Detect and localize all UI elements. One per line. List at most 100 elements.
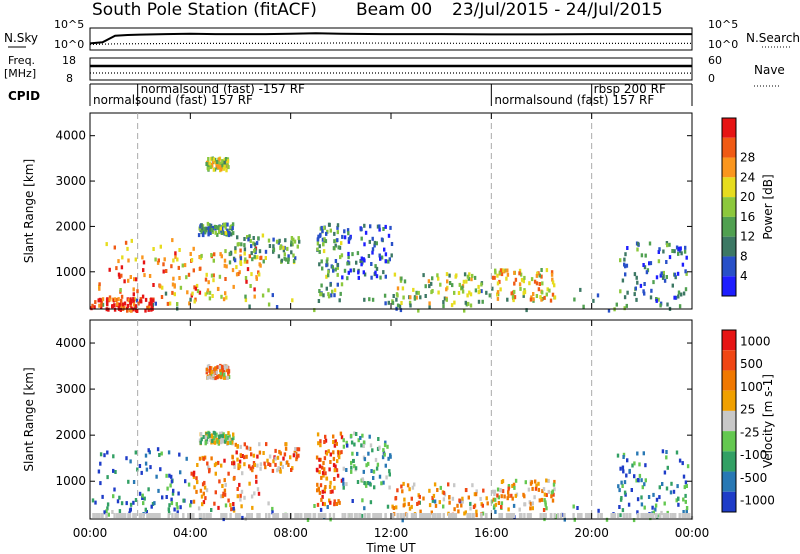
power-echo-cell: [324, 239, 328, 244]
power-echo-cell: [173, 292, 176, 297]
velocity-echo-cell: [360, 443, 363, 448]
power-echo-cell: [239, 248, 242, 253]
power-echo-cell: [331, 265, 334, 270]
power-echo-cell: [645, 270, 649, 275]
velocity-echo-cell: [359, 436, 362, 440]
power-echo-cell: [665, 241, 669, 245]
velocity-ytick-label-1: 2000: [55, 428, 86, 442]
velocity-ground-scatter: [139, 513, 143, 518]
power-echo-cell: [533, 279, 537, 284]
power-echo-cell: [648, 261, 651, 266]
power-echo-cell: [389, 225, 392, 230]
power-echo-cell: [375, 266, 379, 271]
noise-right-tick-top: 10^5: [708, 18, 738, 31]
power-echo-cell: [368, 239, 371, 244]
velocity-echo-cell: [631, 463, 634, 468]
velocity-echo-cell: [365, 483, 368, 488]
velocity-echo-cell: [204, 440, 207, 445]
velocity-ground-scatter: [454, 513, 457, 518]
velocity-echo-cell: [315, 455, 319, 460]
power-echo-cell: [388, 257, 391, 262]
power-echo-cell: [448, 281, 452, 285]
velocity-echo-cell: [251, 468, 254, 473]
velocity-echo-cell: [362, 444, 365, 448]
power-echo-cell: [267, 238, 271, 243]
velocity-echo-cell: [271, 506, 274, 511]
velocity-echo-cell: [106, 506, 109, 511]
velocity-echo-cell: [279, 469, 282, 473]
power-echo-cell: [123, 279, 126, 284]
velocity-colorbar-tick-7: -1000: [740, 494, 775, 508]
power-echo-cell: [126, 303, 130, 308]
velocity-echo-cell: [320, 475, 323, 480]
velocity-echo-cell: [327, 449, 330, 454]
power-echo-cell: [347, 237, 351, 242]
power-echo-cell: [219, 252, 222, 257]
power-echo-cell: [228, 260, 232, 265]
velocity-echo-cell: [419, 509, 422, 514]
velocity-echo-cell: [313, 504, 316, 508]
velocity-echo-cell: [638, 473, 642, 478]
power-echo-cell: [384, 224, 387, 229]
power-echo-region-5: [316, 222, 344, 299]
xtick-label-2: 08:00: [273, 526, 308, 540]
velocity-echo-cell: [507, 486, 510, 491]
power-echo-cell: [117, 259, 120, 264]
power-echo-cell: [171, 282, 175, 287]
velocity-echo-cell: [640, 502, 644, 507]
power-echo-cell: [129, 303, 132, 307]
power-echo-cell: [201, 224, 205, 229]
power-echo-cell: [243, 243, 246, 248]
power-colorbar-swatch: [722, 177, 736, 198]
power-echo-cell: [396, 286, 400, 291]
power-echo-cell: [424, 284, 427, 289]
velocity-echo-cell: [236, 444, 239, 449]
power-echo-cell: [357, 270, 360, 275]
velocity-ground-scatter: [586, 513, 589, 518]
velocity-echo-cell: [208, 431, 211, 436]
power-echo-cell: [596, 293, 600, 298]
power-echo-cell: [127, 258, 130, 263]
velocity-echo-cell: [228, 440, 231, 445]
power-echo-cell: [623, 306, 626, 311]
velocity-ground-scatter: [539, 513, 542, 518]
velocity-echo-cell: [342, 481, 345, 486]
power-echo-cell: [671, 249, 674, 253]
velocity-echo-cell: [640, 495, 643, 500]
power-echo-cell: [360, 262, 363, 267]
velocity-echo-cell: [500, 494, 503, 499]
velocity-ground-scatter: [328, 513, 332, 518]
velocity-echo-cell: [618, 488, 621, 493]
velocity-echo-cell: [170, 479, 174, 484]
velocity-echo-cell: [103, 453, 106, 458]
velocity-echo-cell: [676, 484, 679, 489]
power-echo-cell: [152, 298, 155, 303]
velocity-ground-scatter: [95, 513, 99, 518]
power-echo-cell: [498, 270, 502, 275]
velocity-echo-cell: [229, 503, 232, 508]
velocity-echo-cell: [228, 437, 231, 442]
power-echo-cell: [214, 225, 218, 229]
velocity-echo-cell: [106, 502, 110, 507]
power-echo-cell: [287, 257, 290, 262]
velocity-echo-cell: [112, 468, 115, 473]
velocity-echo-cell: [107, 512, 110, 517]
power-echo-cell: [520, 277, 524, 282]
power-echo-cell: [210, 273, 214, 278]
power-echo-cell: [152, 283, 155, 287]
velocity-echo-cell: [649, 516, 652, 521]
velocity-echo-cell: [219, 434, 223, 439]
power-echo-cell: [181, 263, 184, 268]
power-echo-cell: [477, 284, 480, 289]
power-echo-cell: [674, 275, 677, 280]
velocity-colorbar-swatch: [722, 431, 736, 452]
power-echo-cell: [284, 238, 287, 243]
velocity-echo-cell: [382, 480, 385, 485]
power-echo-cell: [409, 303, 412, 308]
power-echo-cell: [119, 288, 122, 292]
velocity-ground-scatter: [199, 513, 203, 518]
power-echo-cell: [244, 298, 248, 303]
power-echo-cell: [120, 273, 123, 278]
velocity-ground-scatter: [225, 513, 228, 518]
power-echo-cell: [657, 250, 660, 254]
